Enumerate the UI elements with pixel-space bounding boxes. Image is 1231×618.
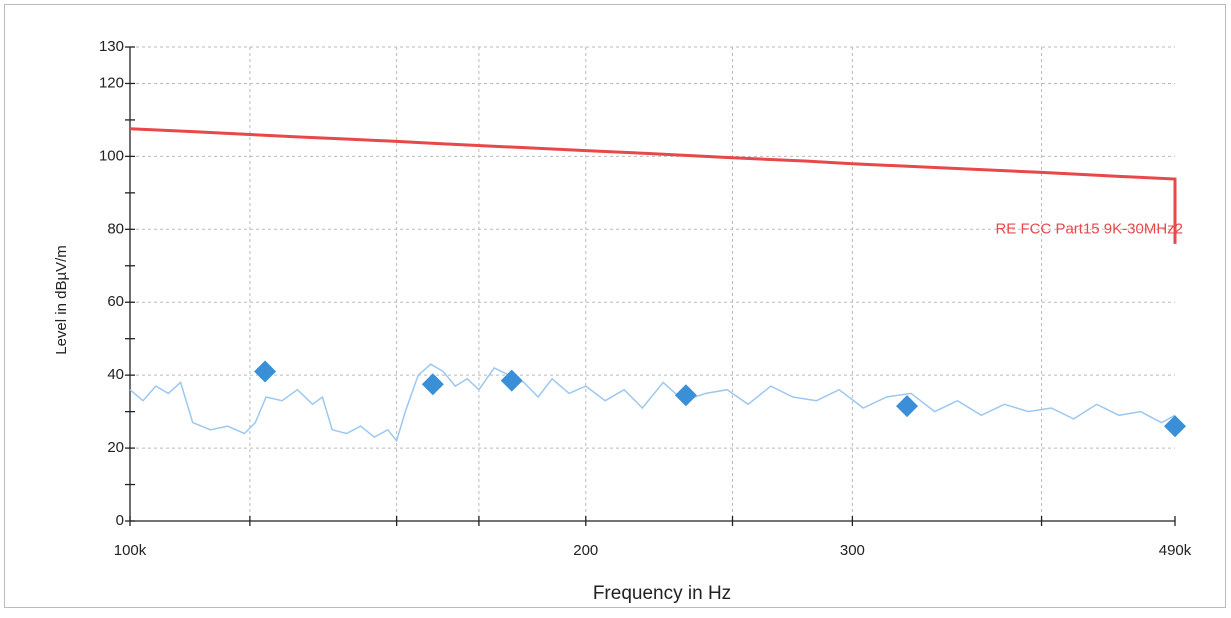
x-axis-label: Frequency in Hz [593,583,731,604]
peak-marker [1164,415,1186,438]
y-axis-label: Level in dBµV/m [53,245,70,355]
x-tick-label: 100k [114,542,147,559]
y-tick-label: 130 [99,38,124,55]
annotation: RE FCC Part15 9K-30MHz2 [995,220,1183,237]
y-tick-label: 100 [99,147,124,164]
frame [4,4,1226,608]
peak-marker [254,360,277,383]
y-tick-label: 120 [99,74,124,91]
series-line [129,127,1177,244]
y-tick-label: 80 [107,220,124,237]
peak-marker [674,384,697,407]
y-tick-label: 20 [107,439,124,456]
y-tick-label: 0 [116,512,124,529]
y-tick-label: 60 [107,293,124,310]
peak-marker [500,369,523,392]
peak-marker [896,395,919,418]
x-tick-label: 490k [1159,542,1192,559]
series-line [129,363,1176,443]
y-tick-label: 40 [107,366,124,383]
peak-marker [421,373,444,396]
x-tick-label: 200 [573,542,598,559]
x-tick-label: 300 [840,542,865,559]
